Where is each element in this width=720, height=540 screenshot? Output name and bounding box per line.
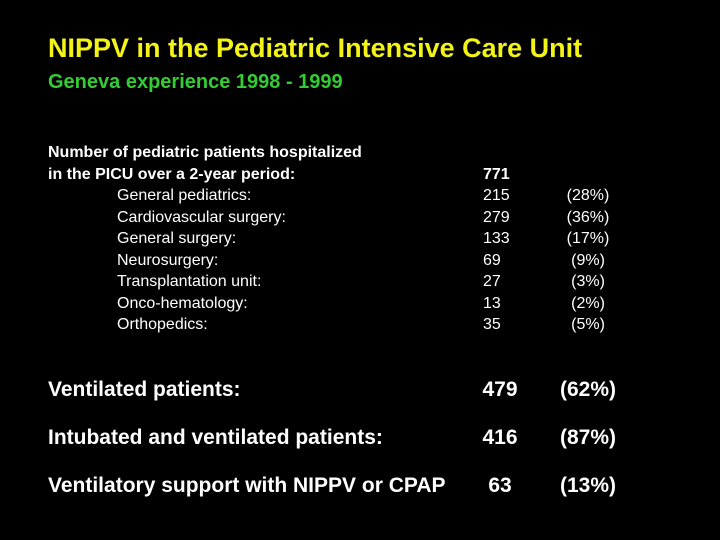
row-value: 27 bbox=[483, 273, 501, 290]
row-percent: (62%) bbox=[559, 378, 617, 401]
row-value: 479 bbox=[482, 378, 518, 401]
table-row: Cardiovascular surgery: 279 (36%) bbox=[48, 207, 672, 229]
table-row: General pediatrics: 215 (28%) bbox=[48, 185, 672, 207]
table-row: General surgery: 133 (17%) bbox=[48, 228, 672, 250]
slide-title: NIPPV in the Pediatric Intensive Care Un… bbox=[48, 33, 583, 63]
row-label: Ventilated patients: bbox=[48, 378, 241, 401]
row-value: 771 bbox=[483, 165, 510, 183]
row-value: 215 bbox=[483, 187, 510, 204]
row-percent: (13%) bbox=[559, 474, 617, 497]
row-label: Number of pediatric patients hospitalize… bbox=[48, 144, 362, 161]
table-row: Orthopedics: 35 (5%) bbox=[48, 314, 672, 336]
row-value: 416 bbox=[482, 426, 518, 449]
row-label: Ventilatory support with NIPPV or CPAP bbox=[48, 474, 446, 497]
row-value: 279 bbox=[483, 208, 510, 226]
row-percent: (9%) bbox=[571, 251, 605, 269]
table-row: Transplantation unit: 27 (3%) bbox=[48, 271, 672, 293]
row-percent: (36%) bbox=[566, 208, 610, 226]
table-row: Number of pediatric patients hospitalize… bbox=[48, 142, 672, 164]
slide-subtitle: Geneva experience 1998 - 1999 bbox=[48, 71, 343, 93]
patient-breakdown-table: Number of pediatric patients hospitalize… bbox=[48, 142, 672, 336]
row-value: 133 bbox=[483, 230, 510, 247]
summary-row-intubated: Intubated and ventilated patients: 416 (… bbox=[48, 424, 672, 452]
table-row: Neurosurgery: 69 (9%) bbox=[48, 250, 672, 272]
row-percent: (17%) bbox=[566, 230, 610, 247]
row-label: Intubated and ventilated patients: bbox=[48, 426, 383, 449]
row-value: 13 bbox=[483, 294, 501, 312]
row-label: Cardiovascular surgery: bbox=[117, 208, 286, 226]
row-percent: (28%) bbox=[566, 187, 610, 204]
summary-row-nippv-cpap: Ventilatory support with NIPPV or CPAP 6… bbox=[48, 472, 672, 500]
row-value: 69 bbox=[483, 251, 501, 269]
row-percent: (3%) bbox=[571, 273, 605, 290]
summary-row-ventilated: Ventilated patients: 479 (62%) bbox=[48, 376, 672, 404]
row-label: Neurosurgery: bbox=[117, 251, 219, 269]
row-percent: (87%) bbox=[559, 426, 617, 449]
row-percent: (5%) bbox=[571, 316, 605, 333]
row-percent: (2%) bbox=[571, 294, 605, 312]
row-label: General pediatrics: bbox=[117, 187, 252, 204]
row-label: General surgery: bbox=[117, 230, 237, 247]
row-label: Transplantation unit: bbox=[117, 273, 262, 290]
row-label: Orthopedics: bbox=[117, 316, 208, 333]
row-label: in the PICU over a 2-year period: bbox=[48, 165, 296, 183]
row-value: 63 bbox=[488, 474, 512, 497]
table-row: Onco-hematology: 13 (2%) bbox=[48, 293, 672, 315]
row-label: Onco-hematology: bbox=[117, 294, 248, 312]
row-value: 35 bbox=[483, 316, 501, 333]
table-row: in the PICU over a 2-year period: 771 bbox=[48, 164, 672, 186]
